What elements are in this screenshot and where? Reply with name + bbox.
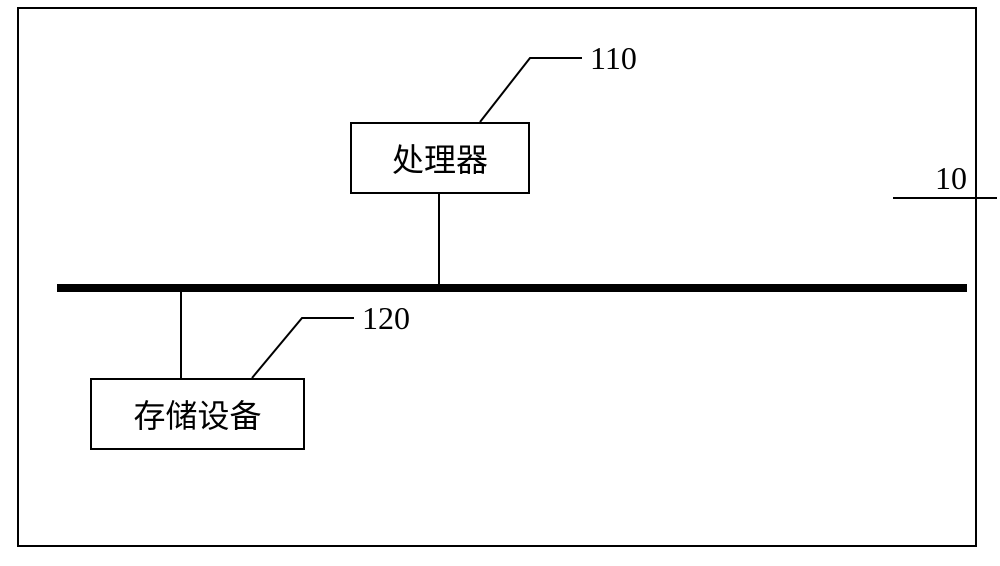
storage-label: 存储设备 (133, 391, 261, 437)
processor-number-label: 110 (590, 40, 637, 77)
storage-number-label: 120 (362, 300, 410, 337)
processor-connector (438, 194, 440, 284)
storage-connector (180, 292, 182, 378)
frame-number-label: 10 (935, 160, 967, 197)
storage-leader (252, 318, 354, 378)
processor-label: 处理器 (392, 135, 488, 181)
diagram-canvas: { "frame": { "x": 17, "y": 7, "w": 960, … (0, 0, 1000, 566)
processor-block: 处理器 (350, 122, 530, 194)
processor-leader (480, 58, 582, 122)
storage-block: 存储设备 (90, 378, 305, 450)
bus-line (57, 284, 967, 292)
